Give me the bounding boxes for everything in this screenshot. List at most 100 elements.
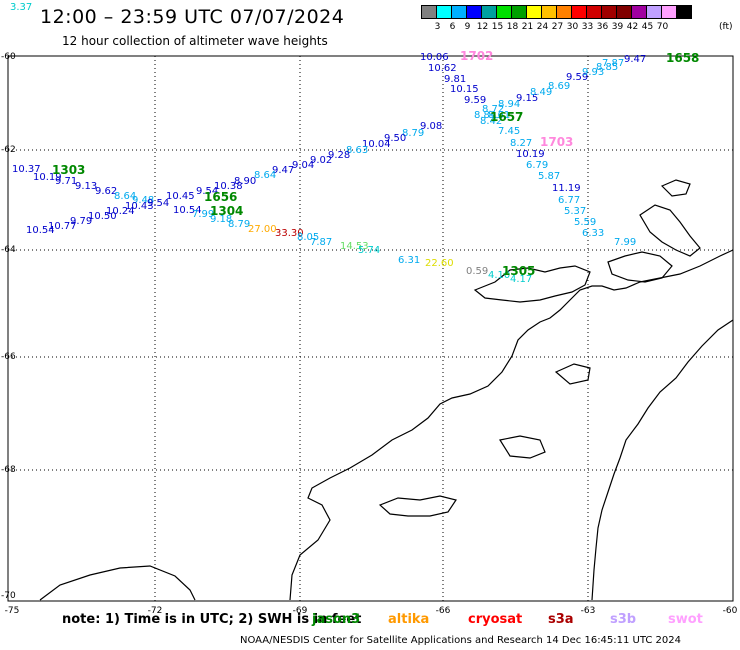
satellite-legend: jason3 altika cryosat s3a s3b swot [0,612,740,632]
wave-height-label: 8.90 [234,176,256,187]
wave-height-label: 6.31 [398,255,420,266]
wave-height-label: 8.42 [480,116,502,127]
legend-label: 24 [536,22,549,32]
wave-height-label: 6.77 [558,195,580,206]
wave-height-label: 22.60 [425,258,454,269]
longitude-tick: -72 [148,606,163,616]
pass-time-label: 1656 [204,190,237,204]
wave-height-label: 9.47 [272,165,294,176]
wave-height-label: 9.59 [566,72,588,83]
axis-tick-labels: -75 -72 -69 -66 -63 -60 -60 -62 -64 -66 -68 -70 [1,52,738,616]
wave-height-label: 5.87 [538,171,560,182]
island-coast-3 [639,204,701,257]
island-coast-1 [473,265,591,303]
legend-label: 42 [626,22,639,32]
pass-time-label: 1305 [502,264,535,278]
wave-height-label: 9.50 [384,133,406,144]
wave-height-label: 8.64 [114,191,136,202]
wave-height-label: 7.99 [192,209,214,220]
map-note: note: 1) Time is in UTC; 2) SWH is in fe… [62,612,362,627]
legend-label: 21 [521,22,534,32]
wave-height-label: 4.17 [510,274,532,285]
wave-height-label: 10.54 [26,225,55,236]
wave-height-label: 10.19 [516,149,545,160]
color-scale-labels: 3 6 9 12 15 18 21 24 27 30 33 36 39 42 45 70 [422,22,670,32]
wave-height-label: 5.37 [564,206,586,217]
pass-time-label: 1702 [460,49,493,63]
wave-height-label: 9.54 [196,186,218,197]
island-coast-5 [378,495,457,517]
wave-height-label: 9.59 [464,95,486,106]
longitude-tick: -66 [436,606,451,616]
wave-height-label: 10.54 [173,205,202,216]
wave-height-label: 10.45 [166,191,195,202]
wave-height-label: 9.04 [292,160,314,171]
wave-height-label: 8.27 [510,138,532,149]
wave-height-label: 33.30 [275,228,304,239]
peninsula-coast [289,249,734,601]
wave-height-label: 9.28 [328,150,350,161]
wave-height-label: 7.87 [310,237,332,248]
wave-height-label: 10.06 [420,52,449,63]
wave-height-label: 14.53 [340,241,369,252]
wave-height-label: 10.37 [12,164,41,175]
wave-height-label: 9.54 [147,198,169,209]
legend-label: 70 [656,22,669,32]
wave-height-label: 0.59 [466,266,488,277]
wave-height-label: 9.71 [55,176,77,187]
wave-height-label: 8.79 [228,219,250,230]
map-subtitle: 12 hour collection of altimeter wave hei… [62,34,328,48]
pass-time-label: 1304 [210,204,243,218]
satellite-legend-item: s3b [610,612,637,627]
wave-height-label: 8.69 [548,81,570,92]
satellite-legend-item: s3a [548,612,574,627]
island-coast-7 [499,435,546,459]
legend-swatch [676,5,692,19]
satellite-legend-item: cryosat [468,612,523,627]
wave-height-label: 5.74 [358,245,380,256]
credit-footer: NOAA/NESDIS Center for Satellite Applica… [240,635,682,646]
wave-height-label: 9.18 [210,214,232,225]
wave-height-label: 10.24 [106,206,135,217]
color-scale-legend [421,5,692,19]
legend-label: 36 [596,22,609,32]
wave-height-label: 3.37 [10,2,32,13]
wave-height-label: 27.00 [248,224,277,235]
pass-time-label: 1657 [490,110,523,124]
wave-height-label: 8.79 [402,128,424,139]
island-coast-2 [607,251,673,283]
longitude-tick: -69 [293,606,308,616]
wave-height-label: 9.02 [310,155,332,166]
graticule [8,56,733,601]
wave-height-label: 9.13 [75,181,97,192]
wave-height-label: 10.19 [33,172,62,183]
wave-height-label: 8.05 [297,232,319,243]
wave-height-label: 8.49 [530,87,552,98]
wave-height-label: 8.61 [488,110,510,121]
wave-height-label: 9.47 [624,54,646,65]
wave-height-label: 9.62 [95,186,117,197]
longitude-tick: -75 [5,606,20,616]
legend-label: 39 [611,22,624,32]
wave-height-label: 9.48 [132,195,154,206]
peninsula-coast-east [591,319,734,601]
wave-height-label: 9.15 [516,93,538,104]
pass-time-label: 1303 [52,163,85,177]
wave-height-label: 10.38 [214,181,243,192]
legend-label: 30 [566,22,579,32]
coastline [39,179,734,601]
satellite-legend-item: altika [388,612,430,627]
legend-label: 15 [491,22,504,32]
wave-height-label: 9.81 [444,74,466,85]
island-coast-6 [39,565,196,601]
legend-label: 33 [581,22,594,32]
wave-height-label: 8.72 [482,104,504,115]
legend-label: 18 [506,22,519,32]
longitude-tick: -63 [581,606,596,616]
island-coast-8 [554,363,591,385]
wave-height-label: 9.08 [420,121,442,132]
latitude-tick: -60 [1,52,16,62]
pass-time-label: 1658 [666,51,699,65]
wave-height-label: 11.19 [552,183,581,194]
